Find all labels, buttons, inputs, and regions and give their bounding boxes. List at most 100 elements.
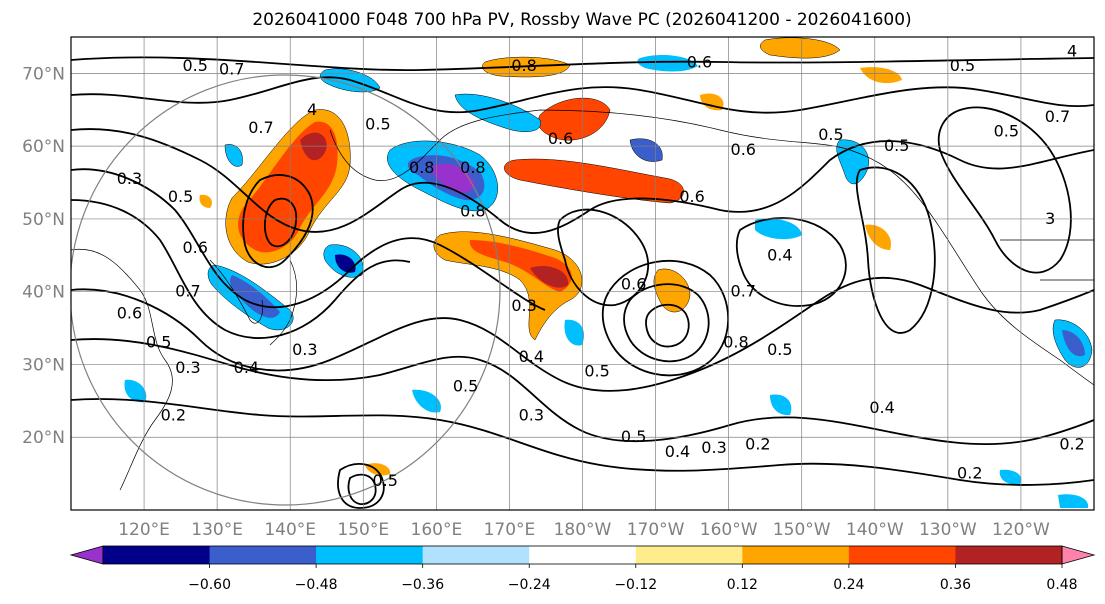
x-tick-label: 150°E: [337, 520, 389, 540]
pv-negative-region: [770, 394, 792, 416]
colorbar-bin: [422, 546, 530, 564]
x-axis-ticks: 120°E 130°E 140°E 150°E 160°E 170°E 180°W 170°W…: [118, 520, 1050, 540]
contour-label: 0.8: [511, 56, 536, 75]
contour-line: [557, 208, 650, 307]
contour-label: 0.5: [950, 56, 975, 75]
contour-line: [937, 106, 1072, 274]
x-tick-label: 120°E: [118, 520, 170, 540]
contour-label: 0.6: [117, 304, 142, 323]
colorbar-frame: [102, 545, 1063, 565]
contour-label: 3: [1045, 209, 1055, 228]
contour-label: 0.4: [665, 442, 690, 461]
coastline: [209, 259, 264, 324]
pv-negative-region: [755, 218, 802, 240]
colorbar-bin: [209, 546, 317, 564]
colorbar-tick-label: 0.12: [727, 577, 758, 593]
contour-label: 0.4: [519, 347, 544, 366]
x-tick-label: 130°E: [191, 520, 243, 540]
pv-positive-region: [530, 265, 569, 288]
colorbar-bin: [635, 546, 743, 564]
y-tick-label: 40°N: [22, 283, 65, 303]
pv-negative-region: [1062, 330, 1085, 357]
contour-label: 0.7: [1045, 107, 1070, 126]
pv-negative-region: [1058, 494, 1089, 508]
contour-label: 0.8: [409, 158, 434, 177]
pv-contours: [71, 56, 1094, 509]
y-tick-label: 20°N: [22, 428, 65, 448]
pv-positive-region: [199, 194, 212, 208]
contour-label: 0.5: [453, 376, 478, 395]
y-tick-label: 70°N: [22, 64, 65, 84]
chart-title: 2026041000 F048 700 hPa PV, Rossby Wave …: [252, 10, 911, 30]
pv-shading: [124, 37, 1093, 508]
contour-label: 0.8: [723, 333, 748, 352]
colorbar-tick-label: −0.24: [508, 577, 551, 593]
contour-line: [71, 56, 1094, 72]
contour-label: 0.5: [994, 122, 1019, 141]
contour-label: 0.7: [731, 282, 756, 301]
x-tick-label: 120°W: [992, 520, 1050, 540]
contour-label: 0.5: [168, 187, 193, 206]
contour-label: 0.7: [219, 60, 244, 79]
contour-label: 0.3: [519, 405, 544, 424]
y-tick-label: 30°N: [22, 355, 65, 375]
colorbar-extend-low: [69, 545, 104, 565]
contour-label: 0.2: [745, 435, 770, 454]
pv-positive-region: [860, 67, 902, 84]
contour-label: 0.5: [365, 114, 390, 133]
pv-positive-region: [865, 224, 891, 250]
contour-label: 0.8: [460, 202, 485, 221]
colorbar-tick-label: −0.48: [295, 577, 338, 593]
contour-labels: 0.5 0.70.740.50.8 0.80.80.80.60.60.60.60.5…: [117, 42, 1085, 490]
pv-negative-region: [564, 319, 585, 346]
colorbar-extend-high: [1061, 545, 1096, 565]
contour-label: 0.6: [687, 52, 712, 71]
contour-label: 0.4: [234, 358, 259, 377]
contour-label: 0.6: [679, 187, 704, 206]
x-tick-label: 180°W: [554, 520, 612, 540]
contour-line: [71, 338, 1094, 446]
contour-label: 0.4: [869, 398, 894, 417]
colorbar-tick-label: −0.12: [614, 577, 657, 593]
x-tick-label: 170°W: [627, 520, 685, 540]
contour-line: [645, 303, 690, 348]
contour-line: [601, 259, 730, 377]
colorbar: −0.60 −0.48 −0.36 −0.24 −0.12 0.12 0.24 0.36 0.4…: [69, 545, 1096, 593]
y-tick-label: 60°N: [22, 137, 65, 157]
contour-label: 0.6: [731, 140, 756, 159]
colorbar-tick-label: 0.36: [940, 577, 971, 593]
colorbar-bin: [103, 546, 211, 564]
contour-line: [623, 283, 710, 363]
colorbar-tick-label: −0.60: [188, 577, 231, 593]
colorbar-bin: [316, 546, 424, 564]
pv-negative-region: [124, 379, 147, 403]
contour-label: 0.5: [767, 340, 792, 359]
contour-line: [71, 398, 1094, 486]
contour-label: 0.7: [175, 282, 200, 301]
colorbar-tick-label: −0.36: [401, 577, 444, 593]
gridlines: [71, 37, 1094, 510]
x-tick-label: 170°E: [484, 520, 536, 540]
contour-line: [735, 217, 847, 307]
x-tick-label: 160°E: [411, 520, 463, 540]
colorbar-tick-label: 0.24: [833, 577, 864, 593]
contour-label: 0.3: [701, 438, 726, 457]
x-tick-label: 140°W: [846, 520, 904, 540]
contour-line: [855, 166, 936, 334]
contour-label: 4: [1067, 42, 1077, 61]
map-frame: [70, 36, 1095, 511]
contour-label: 0.5: [146, 333, 171, 352]
contour-label: 4: [307, 100, 317, 119]
x-tick-label: 130°W: [919, 520, 977, 540]
contour-label: 0.5: [584, 362, 609, 381]
colorbar-bin: [529, 546, 637, 564]
colorbar-bin: [955, 546, 1063, 564]
contour-line: [71, 168, 546, 311]
pv-positive-region: [504, 158, 684, 204]
pv-negative-region: [637, 54, 698, 72]
coastlines: [71, 109, 1094, 491]
coastline: [71, 248, 173, 491]
colorbar-tick-label: 0.48: [1046, 577, 1077, 593]
pv-negative-region: [999, 469, 1022, 485]
